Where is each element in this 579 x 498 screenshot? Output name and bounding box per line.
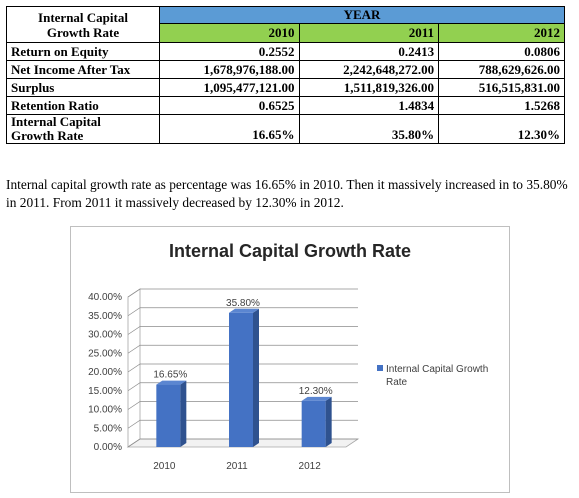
gridline [127, 288, 358, 298]
row-label-return-on-equity: Return on Equity [6, 42, 160, 61]
x-tick-label: 2011 [226, 461, 248, 472]
gridline [127, 438, 358, 448]
table-row: Retention Ratio 0.6525 1.4834 1.5268 [6, 96, 565, 115]
table-header-label: Internal Capital Growth Rate [6, 6, 160, 43]
y-tick-label: 20.00% [88, 367, 122, 378]
chart-title: Internal Capital Growth Rate [169, 241, 411, 261]
x-tick-label: 2012 [299, 461, 322, 472]
table-cell: 0.6525 [159, 96, 300, 115]
year-2011-header: 2011 [298, 23, 440, 43]
y-tick-label: 5.00% [94, 423, 122, 434]
x-axis-ticks: 2010 2011 2012 [153, 461, 321, 472]
bar [301, 396, 332, 447]
row-label-retention-ratio: Retention Ratio [6, 96, 160, 115]
data-label: 12.30% [299, 386, 333, 397]
bar-side [180, 380, 187, 447]
y-tick-label: 40.00% [88, 292, 122, 303]
bar-layer [156, 308, 332, 447]
table-cell: 1.4834 [298, 96, 440, 115]
header-label-line-1: Internal Capital [38, 9, 128, 25]
table-cell: 2,242,648,272.00 [298, 60, 440, 79]
data-label-layer: 16.65% 35.80% 12.30% [153, 298, 332, 397]
year-header: YEAR [159, 6, 565, 24]
table-row: Internal Capital Growth Rate 16.65% 35.8… [6, 114, 565, 144]
chart-container: Internal Capital Growth Rate 0.00% 5.00% 1… [70, 226, 510, 493]
gridline [127, 326, 358, 335]
table-row: Net Income After Tax 1,678,976,188.00 2,… [6, 60, 565, 79]
bar-side [253, 308, 259, 447]
table-row: Surplus 1,095,477,121.00 1,511,819,326.0… [6, 78, 565, 97]
gridline [127, 344, 358, 354]
bar-side [325, 396, 332, 447]
bar-chart: Internal Capital Growth Rate 0.00% 5.00% 1… [88, 241, 488, 472]
legend-swatch [377, 365, 383, 371]
header-label-line-2: Growth Rate [46, 24, 120, 40]
row-label-internal-capital-growth-rate: Internal Capital Growth Rate [6, 114, 160, 144]
y-tick-label: 35.00% [88, 311, 122, 322]
bar-top [301, 396, 332, 401]
table-cell: 1,095,477,121.00 [159, 78, 300, 97]
bar-top [229, 308, 259, 313]
table-cell: 0.0806 [438, 42, 565, 61]
table-row: Return on Equity 0.2552 0.2413 0.0806 [6, 42, 565, 61]
legend-label-line-2: Rate [386, 377, 408, 388]
table-cell: 1.5268 [438, 96, 565, 115]
bar-front [229, 312, 253, 447]
y-tick-label: 0.00% [94, 442, 122, 453]
table-cell: 1,678,976,188.00 [159, 60, 300, 79]
data-label: 35.80% [226, 298, 260, 309]
x-tick-label: 2010 [153, 461, 176, 472]
bar-front [156, 384, 181, 447]
gridline [127, 382, 358, 392]
year-2010-header: 2010 [159, 23, 300, 43]
bar [229, 308, 259, 447]
year-2012-header: 2012 [438, 23, 565, 43]
y-tick-label: 25.00% [88, 348, 122, 359]
table-cell: 0.2413 [298, 42, 440, 61]
table-cell: 516,515,831.00 [438, 78, 565, 97]
table-cell: 16.65% [159, 114, 300, 144]
gridline [127, 401, 358, 410]
row-label-net-income: Net Income After Tax [6, 60, 160, 79]
bar-top [156, 380, 187, 385]
y-tick-label: 10.00% [88, 405, 122, 416]
gridline [127, 363, 358, 373]
y-tick-label: 30.00% [88, 330, 122, 341]
data-label: 16.65% [153, 370, 187, 381]
table-cell: 35.80% [298, 114, 440, 144]
table-cell: 0.2552 [159, 42, 300, 61]
bar-front [301, 400, 326, 447]
gridline [127, 419, 358, 429]
body-paragraph: Internal capital growth rate as percenta… [6, 177, 568, 210]
legend-label-line-1: Internal Capital Growth [386, 364, 488, 375]
y-axis-ticks: 0.00% 5.00% 10.00% 15.00% 20.00% 25.00% 30.00%… [88, 292, 122, 453]
last-row-label-line-1: Internal Capital [11, 114, 101, 129]
table-cell: 12.30% [438, 114, 565, 144]
table-cell: 788,629,626.00 [438, 60, 565, 79]
bar [156, 380, 187, 447]
capital-growth-table: Internal Capital Growth Rate YEAR 2010 2… [6, 6, 565, 144]
y-tick-label: 15.00% [88, 386, 122, 397]
gridline [127, 307, 358, 317]
table-cell: 1,511,819,326.00 [298, 78, 440, 97]
row-label-surplus: Surplus [6, 78, 160, 97]
last-row-label-line-2: Growth Rate [11, 128, 84, 143]
